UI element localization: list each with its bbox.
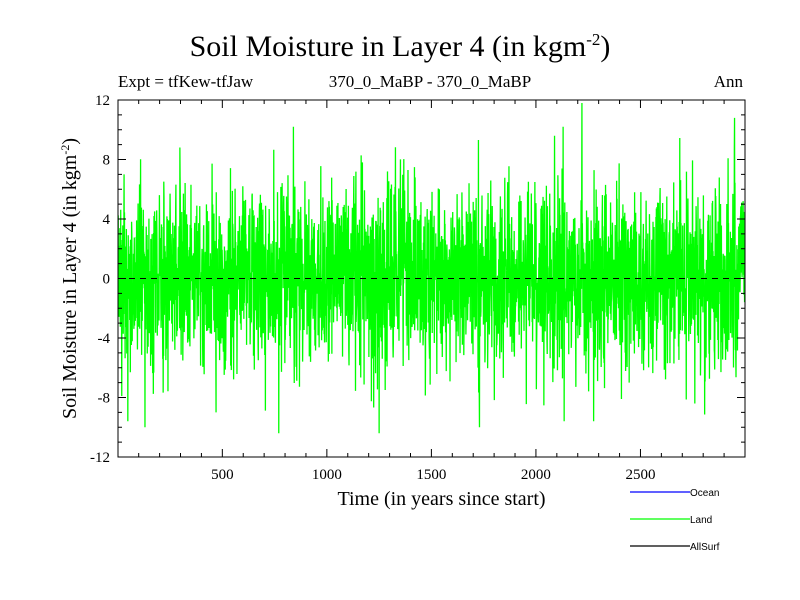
y-tick-label: 8 bbox=[103, 153, 111, 169]
experiment-label: Expt = tfKew-tfJaw bbox=[118, 72, 254, 91]
y-axis-label: Soil Moisture in Layer 4 (in kgm-2) bbox=[58, 138, 81, 419]
y-tick-label: 4 bbox=[103, 212, 111, 228]
x-axis-label: Time (in years since start) bbox=[337, 488, 545, 510]
y-tick-label: -4 bbox=[98, 331, 111, 347]
series-land-line bbox=[118, 102, 745, 434]
chart-subtitle: 370_0_MaBP - 370_0_MaBP bbox=[328, 72, 532, 91]
chart-title: Soil Moisture in Layer 4 (in kgm-2) bbox=[189, 30, 611, 63]
y-tick-label: 12 bbox=[95, 93, 110, 109]
legend-label-allsurf: AllSurf bbox=[690, 542, 720, 553]
y-tick-label: -8 bbox=[98, 391, 111, 407]
season-label: Ann bbox=[713, 72, 743, 91]
legend-label-land: Land bbox=[690, 515, 712, 526]
x-tick-label: 2000 bbox=[521, 467, 551, 483]
y-tick-label: -12 bbox=[90, 450, 110, 466]
x-tick-label: 2500 bbox=[625, 467, 655, 483]
legend-label-ocean: Ocean bbox=[690, 488, 719, 499]
x-tick-label: 1500 bbox=[416, 467, 446, 483]
x-tick-label: 500 bbox=[211, 467, 234, 483]
x-tick-label: 1000 bbox=[312, 467, 342, 483]
y-tick-label: 0 bbox=[103, 272, 111, 288]
